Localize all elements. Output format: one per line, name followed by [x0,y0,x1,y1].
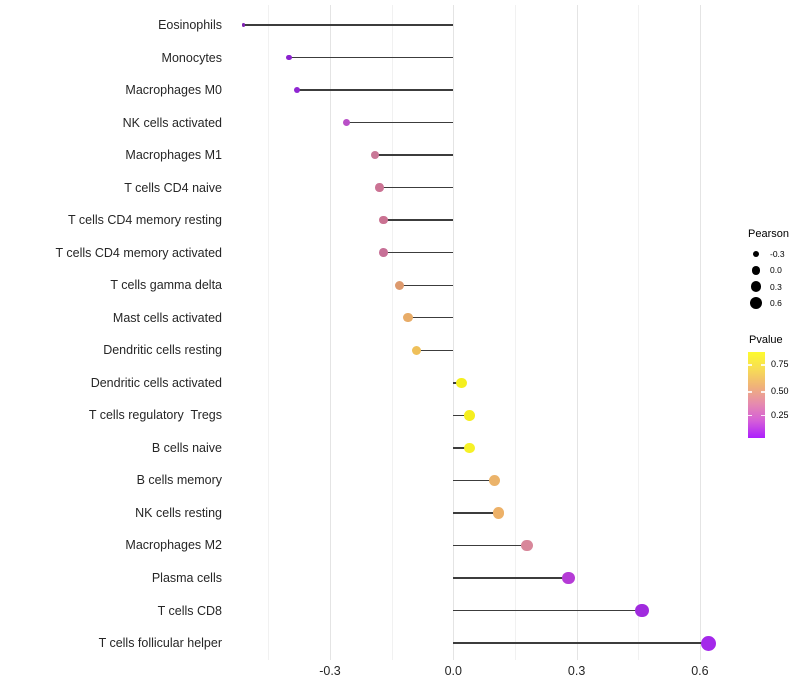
pearson-legend-dot [751,266,761,275]
major-gridline [576,5,578,660]
category-label: Mast cells activated [112,310,222,325]
x-tick-label: -0.3 [319,664,341,678]
lollipop-stem [243,24,454,26]
lollipop-point [635,603,650,618]
lollipop-point [375,183,384,192]
pvalue-bar-tick [748,414,752,416]
plot-panel [228,5,722,660]
category-label: Macrophages M2 [125,538,222,553]
category-label: Dendritic cells activated [90,375,222,390]
category-label: T cells CD4 memory resting [68,213,222,228]
pvalue-tick-label: 0.75 [771,359,789,369]
lollipop-stem [383,219,454,221]
lollipop-stem [453,479,495,482]
lollipop-point [294,87,301,94]
lollipop-stem [383,252,454,254]
pvalue-bar-tick [761,391,765,393]
lollipop-point [379,215,388,225]
pearson-legend-dot [752,250,759,257]
lollipop-stem [288,56,454,59]
minor-gridline [514,5,516,660]
minor-gridline [391,5,393,660]
lollipop-stem [379,186,454,189]
lollipop-point [370,150,380,160]
pearson-legend-label: 0.6 [770,298,782,309]
lollipop-point [464,410,476,421]
major-gridline [330,5,331,660]
lollipop-point [286,54,292,61]
category-label: T cells follicular helper [98,636,222,651]
major-gridline [453,5,455,660]
category-label: NK cells resting [135,505,222,520]
lollipop-point [456,377,467,389]
category-label: Macrophages M1 [125,148,222,163]
lollipop-point [242,23,246,27]
lollipop-stem [453,577,569,579]
pvalue-legend-title: Pvalue [749,334,783,346]
major-gridline [699,5,701,660]
y-axis-labels: Eosinophils Monocytes Macrophages M0 NK cel… [0,5,223,660]
lollipop-point [488,474,500,487]
pvalue-bar-tick [748,364,752,366]
pearson-legend-title: Pearson [748,228,789,240]
category-label: T cells CD4 memory activated [55,245,223,260]
lollipop-stem [399,284,454,286]
lollipop-stem [346,121,454,124]
category-label: T cells gamma delta [110,278,222,293]
category-label: T cells regulatory Tregs [88,408,222,423]
category-label: Monocytes [161,50,222,65]
category-label: T cells CD8 [157,603,222,618]
lollipop-point [403,313,413,323]
pearson-legend-label: 0.3 [770,281,782,292]
lollipop-stem [408,317,454,319]
pvalue-tick-label: 0.50 [771,386,789,396]
lollipop-stem [375,154,454,156]
lollipop-point [342,118,351,127]
category-label: Dendritic cells resting [103,343,222,358]
category-label: Macrophages M0 [125,83,222,98]
lollipop-point [379,248,388,258]
minor-gridline [638,5,640,660]
pearson-legend-label: 0.0 [770,265,782,276]
lollipop-stem [453,544,528,547]
lollipop-stem [453,512,499,514]
lollipop-point [700,635,716,651]
pvalue-bar-tick [761,414,765,416]
lollipop-point [521,539,534,552]
category-label: NK cells activated [122,115,222,130]
pearson-legend-label: -0.3 [770,249,785,259]
lollipop-stem [453,609,643,612]
lollipop-point [464,442,476,454]
pvalue-bar-tick [761,364,765,366]
lollipop-stem [453,414,470,417]
lollipop-point [411,345,422,356]
category-label: Eosinophils [158,18,222,32]
lollipop-stem [297,89,454,91]
pearson-legend-dot [750,281,762,293]
pearson-legend-dot [749,296,763,310]
minor-gridline [268,5,270,660]
pvalue-gradient-bar [748,352,765,438]
category-label: Plasma cells [151,571,222,585]
pvalue-bar-tick [748,391,752,393]
lollipop-stem [453,642,709,644]
x-tick-label: 0.3 [567,664,586,678]
category-label: B cells memory [136,473,222,488]
x-tick-label: 0.6 [691,664,709,678]
category-label: T cells CD4 naive [124,180,222,195]
lollipop-stem [453,447,470,449]
category-label: B cells naive [151,440,222,455]
lollipop-point [562,571,575,585]
lollipop-stem [416,349,454,351]
lollipop-point [395,280,405,290]
lollipop-point [492,507,505,519]
pvalue-tick-label: 0.25 [771,409,789,420]
x-tick-label: 0.0 [444,664,462,678]
